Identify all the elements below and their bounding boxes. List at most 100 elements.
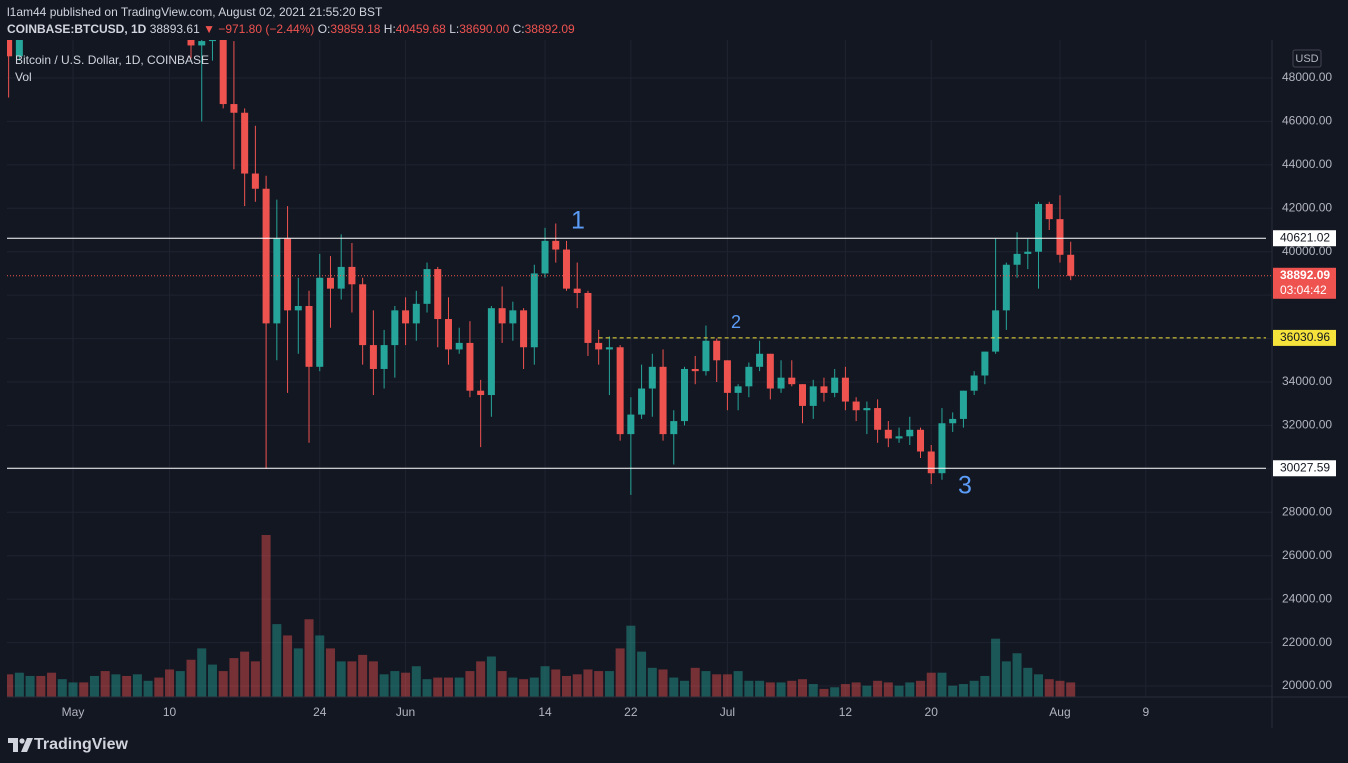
change: ▼ −971.80 (−2.44%) [203, 22, 315, 36]
candle-body [187, 40, 195, 46]
volume-bar [776, 682, 786, 697]
y-tick-label: 24000.00 [1282, 591, 1332, 605]
volume-bar [218, 671, 228, 697]
candle-body [648, 366, 656, 389]
ohlc-label: L: [449, 22, 460, 36]
volume-bar [111, 674, 121, 697]
ohlc-label: O: [317, 22, 331, 36]
volume-bar [89, 675, 99, 697]
volume-bar [765, 682, 775, 697]
volume-bar [840, 684, 850, 697]
candle-body [992, 310, 1000, 352]
grid [7, 40, 1272, 697]
candle-body [788, 377, 796, 385]
series-title: Bitcoin / U.S. Dollar, 1D, COINBASE [15, 53, 209, 67]
plot-area [7, 40, 1272, 697]
candle-body [713, 340, 721, 361]
publish-info: l1am44 published on TradingView.com, Aug… [7, 5, 383, 19]
volume-bar [304, 619, 314, 697]
volume-bar [79, 682, 89, 697]
candle-body [831, 377, 839, 393]
x-tick-label: 9 [1142, 705, 1149, 719]
price-label-box [1273, 460, 1336, 477]
volume-bar [1023, 667, 1033, 697]
candle-body [369, 345, 377, 369]
candle-body [359, 284, 367, 346]
axes: 20000.00 22000.00 24000.00 26000.00 28000.00… [62, 70, 1336, 719]
y-tick-label: 22000.00 [1282, 635, 1332, 649]
candle-body [906, 429, 914, 437]
volume-bar [293, 648, 303, 697]
candle-body [734, 386, 742, 393]
brand: TradingView [34, 736, 128, 753]
volume-bar [980, 675, 990, 697]
candle-body [402, 310, 410, 324]
volume-bar [658, 669, 668, 697]
volume-bar [401, 672, 411, 697]
volume-bar [572, 674, 582, 697]
volume-bar [390, 671, 400, 697]
volume-bar [36, 675, 46, 697]
candle-body [391, 310, 399, 346]
x-tick-label: May [62, 705, 85, 719]
y-tick-label: 34000.00 [1282, 374, 1332, 388]
volume-bar [315, 635, 325, 697]
y-tick-label: 20000.00 [1282, 678, 1332, 692]
candle-body [659, 366, 667, 435]
currency-box [1292, 49, 1322, 68]
candle-body [316, 277, 324, 367]
x-tick-label: Jun [396, 705, 415, 719]
candle-body [1067, 254, 1075, 276]
volume-bar [991, 638, 1001, 697]
candle-body [477, 390, 485, 396]
candle-body [745, 366, 753, 387]
volume-bar [712, 674, 722, 697]
volume-bar [68, 682, 78, 697]
volume-bar [358, 654, 368, 697]
ohlc-label: C: [512, 22, 525, 36]
candle-body [573, 288, 581, 293]
candle-body [230, 104, 238, 113]
volume-bar [540, 666, 550, 697]
candle-body [530, 273, 538, 348]
volume-bar [551, 669, 561, 697]
volume-bar [186, 659, 196, 697]
volume-bar [744, 680, 754, 697]
volume-bar [508, 677, 518, 697]
volume-bar [143, 680, 153, 697]
volume-bar [594, 671, 604, 697]
y-tick-label: 42000.00 [1282, 200, 1332, 214]
candle-body [541, 240, 549, 274]
ohlc-value: 38892.09 [524, 22, 575, 36]
candle-body [799, 384, 807, 406]
volume-bar [1012, 653, 1022, 697]
candle-body [294, 306, 302, 311]
candle-body [284, 238, 292, 311]
candle-body [927, 451, 935, 474]
y-tick-label: 40000.00 [1282, 244, 1332, 258]
volume-bar [486, 656, 496, 697]
candle-body [552, 240, 560, 250]
candle-body [337, 266, 345, 289]
candle-body [434, 269, 442, 320]
candle-body [723, 360, 731, 393]
candle-body [498, 308, 506, 324]
volume-bar [261, 535, 271, 697]
candle-body [766, 353, 774, 389]
x-tick-label: Aug [1049, 705, 1070, 719]
candle-body [756, 353, 764, 367]
volume-bar [519, 679, 529, 697]
last-price: 38893.61 [149, 22, 200, 36]
candle-body [605, 347, 613, 350]
last-price-label: 38892.09 [1280, 268, 1330, 282]
volume-bar [154, 677, 164, 697]
x-tick-label: 22 [624, 705, 638, 719]
price-label-box [1273, 329, 1336, 346]
candle-body [487, 308, 495, 396]
price-label: 40621.02 [1280, 230, 1330, 244]
candle-body [852, 401, 860, 411]
volume-bar [57, 679, 67, 697]
candle-body [1013, 253, 1021, 265]
x-tick-label: 10 [163, 705, 177, 719]
candle-body [616, 347, 624, 435]
